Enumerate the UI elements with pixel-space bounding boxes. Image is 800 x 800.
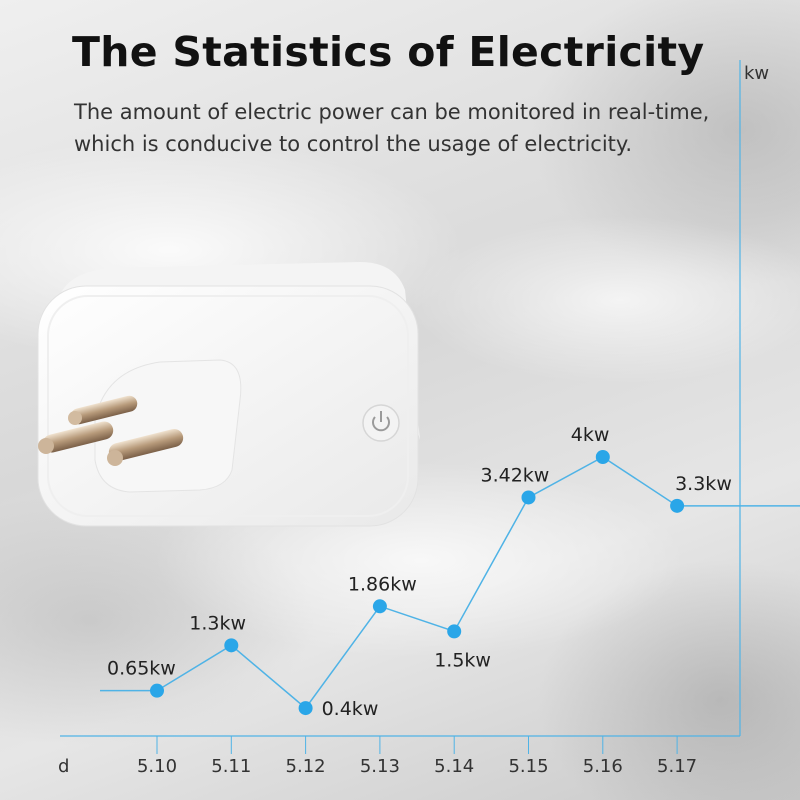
data-label: 0.4kw: [322, 698, 379, 720]
subtitle-line-1: The amount of electric power can be moni…: [74, 100, 710, 124]
x-tick-label: 5.13: [360, 756, 400, 777]
data-label: 1.5kw: [434, 649, 491, 671]
data-label: 0.65kw: [107, 658, 176, 680]
data-point: [372, 599, 387, 614]
data-point: [150, 683, 164, 698]
data-point: [298, 701, 313, 716]
x-tick-label: 5.16: [583, 756, 623, 777]
data-point: [521, 490, 536, 505]
y-axis-label: kw: [744, 63, 769, 84]
x-tick-label: 5.17: [657, 756, 697, 777]
plug-pin: [68, 395, 138, 425]
x-tick-label: 5.14: [434, 756, 474, 777]
series-line: [156, 456, 678, 710]
data-point: [224, 638, 239, 653]
data-label: 1.3kw: [189, 612, 246, 634]
data-point: [447, 624, 462, 639]
plug-pin: [107, 428, 184, 466]
data-label: 1.86kw: [348, 573, 417, 595]
data-point: [670, 498, 685, 513]
data-label: 4kw: [571, 424, 610, 446]
chart-grid: [156, 736, 678, 754]
data-label: 3.3kw: [675, 473, 732, 495]
subtitle-line-2: which is conducive to control the usage …: [74, 132, 633, 156]
data-label: 3.42kw: [481, 464, 550, 486]
x-tick-label: 5.11: [211, 756, 251, 777]
data-point: [595, 450, 610, 464]
plug-pin: [38, 421, 114, 454]
x-axis-label: d: [58, 756, 69, 777]
power-icon: [362, 404, 400, 442]
x-tick-label: 5.15: [508, 756, 548, 777]
x-tick-label: 5.10: [137, 756, 177, 777]
x-tick-label: 5.12: [286, 756, 326, 777]
page-subtitle: The amount of electric power can be moni…: [74, 96, 734, 160]
page-title: The Statistics of Electricity: [72, 28, 705, 76]
